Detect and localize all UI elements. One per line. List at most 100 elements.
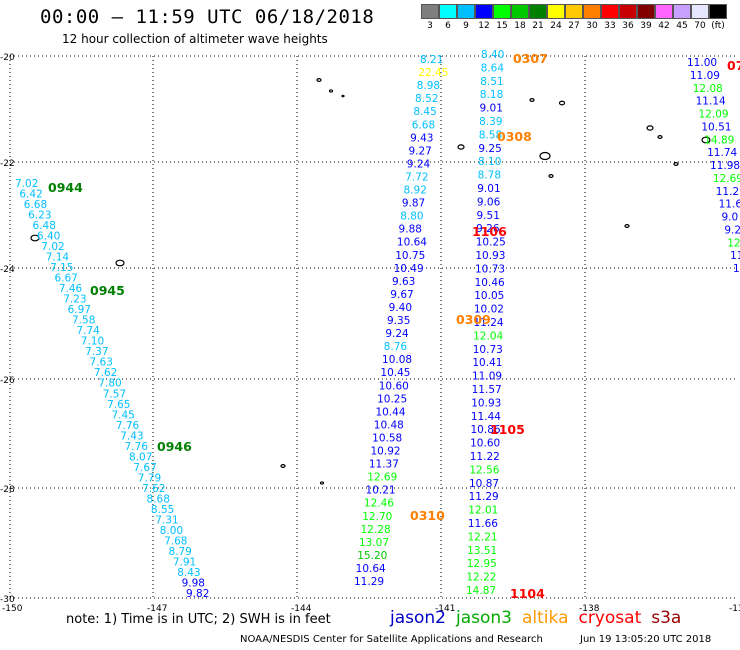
scale-swatch (709, 4, 727, 19)
track-value-label: 7.67 (133, 462, 156, 474)
track-value-label: 11.22 (470, 451, 500, 463)
scale-label: 70 (694, 21, 706, 31)
track-value-label: 9.40 (389, 302, 412, 314)
track-value-label: 10.86 (471, 424, 501, 436)
scale-label: 3 (427, 21, 433, 31)
time-label: 0945 (90, 283, 125, 298)
track-value-label: 8.55 (151, 504, 174, 516)
scale-swatch (691, 4, 709, 19)
track-value-label: 8.00 (160, 525, 183, 537)
track-value-label: 11.66 (468, 518, 498, 530)
track-value-label: 10.92 (371, 446, 401, 458)
scale-label: 15 (496, 21, 508, 31)
satellite-name: cryosat (578, 608, 642, 628)
track-value-label: 10.58 (372, 432, 402, 444)
scale-label: 30 (586, 21, 598, 31)
track-value-label: 12.70 (362, 511, 392, 523)
scale-swatch (547, 4, 565, 19)
track-value-label: 7.37 (85, 346, 108, 358)
track-value-label: 11.57 (472, 384, 502, 396)
track-value-label: 6.68 (412, 119, 435, 131)
scale-swatch (637, 4, 655, 19)
track-value-label: 9.88 (399, 224, 422, 236)
track-value-label: 8.10 (478, 156, 501, 168)
scale-label: 36 (622, 21, 634, 31)
track-value-label: 12.21 (468, 531, 498, 543)
track-value-label: 6.23 (28, 210, 51, 222)
track-value-label: 12.28 (361, 524, 391, 536)
lat-label: -20 (0, 53, 15, 63)
track-value-label: 11 (730, 250, 740, 262)
track-value-label: 11.14 (696, 96, 726, 108)
satellite-name: s3a (651, 608, 682, 628)
track-value-label: 9.0 (722, 212, 739, 224)
color-scale-labels: 3 6 9 12 15 18 21 24 27 30 33 36 39 42 45 70 (ft) (421, 21, 740, 33)
track-value-label: 12.69 (713, 173, 740, 185)
scale-label: 21 (532, 21, 544, 31)
track-value-label: 8.07 (129, 451, 152, 463)
track-value-label: 7.10 (81, 336, 104, 348)
lon-label: -138 (579, 604, 600, 614)
track-value-label: 12.08 (693, 83, 723, 95)
scale-label: 45 (676, 21, 688, 31)
track-value-label: 1 (733, 263, 740, 275)
scale-label: (ft) (711, 21, 725, 31)
scale-label: 18 (514, 21, 526, 31)
track-value-label: 11.98 (710, 160, 740, 172)
time-label: 1104 (510, 586, 545, 601)
lon-label: -150 (2, 604, 23, 614)
island-outline (529, 97, 535, 102)
time-label: 0946 (157, 439, 192, 454)
island-outline (316, 77, 322, 82)
track-value-label: 8.39 (479, 116, 502, 128)
track-value-label: 10.44 (375, 406, 405, 418)
track-value-label: 11.29 (469, 491, 499, 503)
track-value-label: 7.65 (107, 399, 130, 411)
track-value-label: 10.46 (475, 277, 505, 289)
track-value-label: 10.64 (356, 563, 386, 575)
track-value-label: 10.60 (379, 380, 409, 392)
island-outline (558, 100, 566, 106)
track-value-label: 12.46 (364, 498, 394, 510)
scale-swatch (655, 4, 673, 19)
track-value-label: 9.87 (402, 198, 425, 210)
track-value-label: 13.51 (467, 545, 497, 557)
track-value-label: 7.23 (63, 294, 86, 306)
scale-label: 39 (640, 21, 652, 31)
satellite-legend: jason2 jason3 altika cryosat s3a (390, 608, 691, 628)
track-value-label: 12.09 (699, 109, 729, 121)
track-value-label: 7.14 (46, 252, 70, 264)
time-label: 0309 (456, 312, 491, 327)
scale-swatch (529, 4, 547, 19)
time-label: 0307 (513, 51, 548, 66)
track-value-label: 8.18 (480, 89, 503, 101)
scale-label: 12 (478, 21, 490, 31)
track-value-label: 7.74 (76, 325, 100, 337)
track-value-label: 8.78 (478, 170, 501, 182)
lon-label: -135 (729, 604, 740, 614)
track-value-label: 11.29 (716, 186, 740, 198)
track-value-label: 7.57 (103, 388, 126, 400)
track-value-label: 9.67 (390, 289, 413, 301)
scale-swatch (583, 4, 601, 19)
track-value-label: 6.42 (19, 189, 42, 201)
lon-label: -147 (147, 604, 167, 614)
track-value-label: 22.45 (418, 67, 448, 79)
credit-text: NOAA/NESDIS Center for Satellite Applica… (240, 634, 543, 645)
island-outline (328, 89, 334, 93)
track-value-label: 10.21 (366, 485, 396, 497)
track-value-label: 10.02 (474, 304, 504, 316)
scale-swatch (673, 4, 691, 19)
scale-label: 42 (658, 21, 670, 31)
track-value-label: 8.64 (481, 62, 505, 74)
track-value-label: 7.02 (15, 178, 38, 190)
island-outline (548, 174, 554, 179)
track-value-label: 6.48 (33, 220, 56, 232)
island-outline (701, 136, 711, 144)
track-value-label: 10.60 (470, 438, 500, 450)
track-value-label: 12.56 (469, 464, 499, 476)
track-value-label: 9.25 (478, 143, 501, 155)
track-value-label: 11.6 (719, 199, 740, 211)
track-value-label: 14.89 (704, 134, 734, 146)
